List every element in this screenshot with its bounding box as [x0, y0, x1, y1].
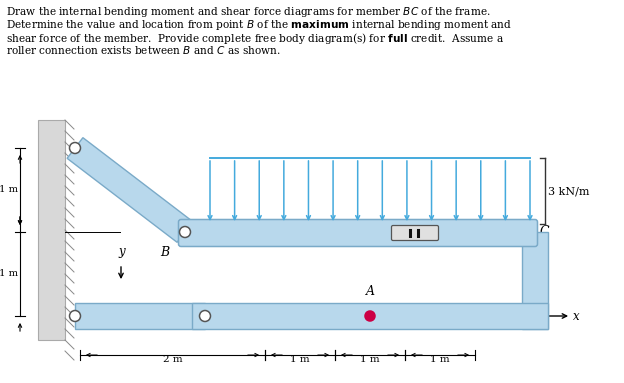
Circle shape [365, 311, 375, 321]
Bar [38, 120, 65, 340]
FancyBboxPatch shape [391, 226, 439, 241]
Text: y: y [118, 245, 125, 258]
Polygon shape [67, 137, 193, 242]
Text: 1 m: 1 m [360, 355, 380, 364]
Circle shape [200, 311, 210, 321]
Text: 1 m: 1 m [0, 270, 18, 278]
Text: Determine the value and location from point $\mathit{B}$ of the $\mathbf{maximum: Determine the value and location from po… [6, 18, 512, 32]
Text: x: x [573, 309, 580, 322]
Circle shape [69, 142, 80, 154]
Text: 2 m: 2 m [163, 355, 182, 364]
Text: shear force of the member.  Provide complete free body diagram(s) for $\mathbf{f: shear force of the member. Provide compl… [6, 31, 504, 46]
Text: 1 m: 1 m [430, 355, 450, 364]
Polygon shape [75, 303, 205, 329]
Text: 1 m: 1 m [0, 185, 18, 195]
Text: Draw the internal bending moment and shear force diagrams for member $\mathit{BC: Draw the internal bending moment and she… [6, 5, 490, 19]
Bar [192, 303, 548, 329]
Circle shape [180, 226, 190, 237]
Text: A: A [366, 285, 374, 298]
FancyBboxPatch shape [178, 219, 537, 247]
Bar [522, 232, 548, 329]
Text: 3 kN/m: 3 kN/m [548, 186, 590, 196]
Text: C: C [540, 225, 550, 238]
Text: 1 m: 1 m [290, 355, 310, 364]
Text: roller connection exists between $\mathit{B}$ and $\mathit{C}$ as shown.: roller connection exists between $\mathi… [6, 44, 281, 56]
Circle shape [69, 311, 80, 321]
Text: B: B [160, 246, 169, 259]
